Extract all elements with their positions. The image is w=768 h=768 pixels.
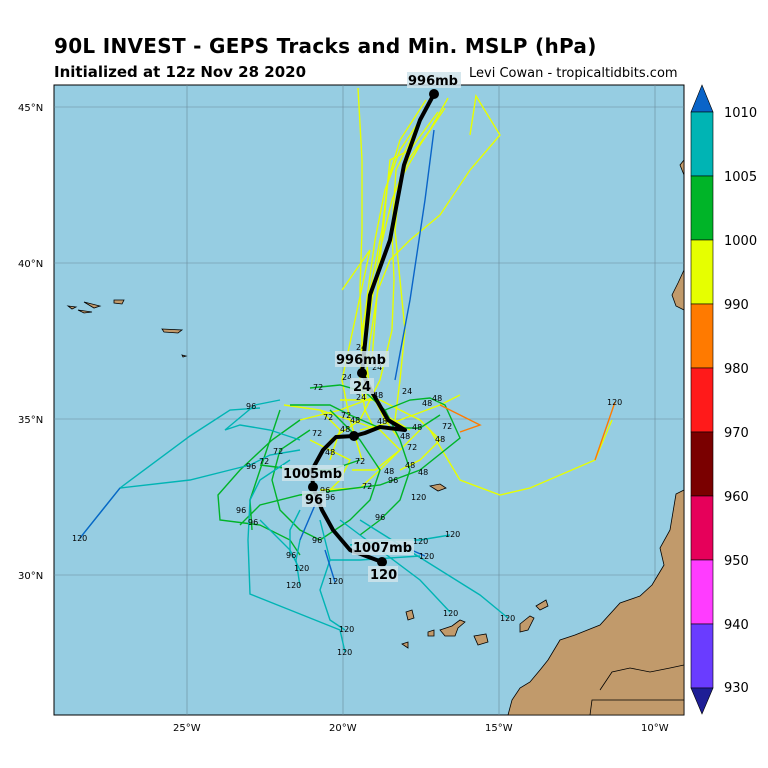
hour-label: 72 [407, 443, 417, 452]
colorbar-tick: 1005 [724, 170, 757, 185]
hour-label: 120 [339, 625, 354, 634]
hour-label: 48 [350, 416, 360, 425]
hour-label: 96 [246, 462, 256, 471]
hour-label: 72 [341, 411, 351, 420]
hour-label: 96 [312, 536, 322, 545]
pressure-label: 1005mb [283, 467, 342, 482]
hour-label: 48 [432, 394, 442, 403]
hour-label: 48 [418, 468, 428, 477]
colorbar-tick: 930 [724, 681, 749, 696]
colorbar-tick: 950 [724, 554, 749, 569]
pressure-label: 996mb [336, 353, 386, 368]
mean-track-labels: 996mb 996mb 24 1005mb 96 1007mb 120 [282, 72, 461, 583]
hour-label: 96 [246, 402, 256, 411]
hour-label: 48 [400, 432, 410, 441]
colorbar-tick: 980 [724, 362, 749, 377]
hour-label: 48 [422, 399, 432, 408]
lon-axis: 25°W 20°W 15°W 10°W [173, 723, 669, 734]
hour-label: 72 [355, 457, 365, 466]
hour-label: 96 [236, 506, 246, 515]
hour-label: 120 [370, 568, 397, 583]
chart-title: 90L INVEST - GEPS Tracks and Min. MSLP (… [54, 34, 597, 58]
lon-label: 15°W [485, 723, 513, 734]
hour-label: 96 [305, 493, 323, 508]
hour-label: 72 [362, 482, 372, 491]
init-time: Initialized at 12z Nov 28 2020 [54, 63, 307, 81]
colorbar [690, 84, 714, 715]
lat-axis: 45°N 40°N 35°N 30°N [18, 103, 43, 582]
colorbar-tick: 1000 [724, 234, 757, 249]
hour-label: 24 [402, 387, 412, 396]
hour-label: 120 [443, 609, 458, 618]
hour-label: 72 [442, 422, 452, 431]
hour-label: 120 [411, 493, 426, 502]
hour-label: 96 [320, 486, 330, 495]
hour-label: 72 [312, 429, 322, 438]
colorbar-tick: 1010 [724, 106, 757, 121]
hour-label: 72 [259, 457, 269, 466]
hour-label: 120 [337, 648, 352, 657]
pressure-label: 1007mb [353, 541, 412, 556]
hour-label: 120 [413, 537, 428, 546]
hour-label: 48 [373, 391, 383, 400]
hour-label: 24 [372, 363, 382, 372]
lat-label: 45°N [18, 103, 43, 114]
lat-label: 30°N [18, 571, 43, 582]
hour-label: 120 [500, 614, 515, 623]
border-line [599, 664, 685, 691]
colorbar-tick: 990 [724, 298, 749, 313]
lat-label: 40°N [18, 259, 43, 270]
colorbar-tick: 970 [724, 426, 749, 441]
hour-label: 48 [340, 425, 350, 434]
pressure-label: 996mb [408, 74, 458, 89]
land [66, 158, 685, 716]
hour-label: 120 [328, 577, 343, 586]
hour-label: 96 [375, 513, 385, 522]
hour-label: 120 [294, 564, 309, 573]
hour-label: 48 [384, 467, 394, 476]
hour-label: 48 [435, 435, 445, 444]
border-line [589, 699, 684, 716]
lon-label: 20°W [329, 723, 357, 734]
credit: Levi Cowan - tropicaltidbits.com [469, 66, 678, 81]
hour-label: 120 [419, 552, 434, 561]
colorbar-tick: 940 [724, 618, 749, 633]
hour-label: 120 [607, 398, 622, 407]
hour-label: 24 [353, 380, 371, 395]
colorbar-tick: 960 [724, 490, 749, 505]
hour-label: 120 [286, 581, 301, 590]
hour-label: 72 [273, 447, 283, 456]
colorbar-ticks: 1010 1005 1000 990 980 970 960 950 940 9… [724, 106, 757, 696]
hour-label: 24 [356, 343, 366, 352]
hour-label: 24 [356, 393, 366, 402]
hour-label: 96 [248, 518, 258, 527]
hour-label: 72 [323, 413, 333, 422]
hour-label: 96 [286, 551, 296, 560]
hour-label: 48 [325, 448, 335, 457]
hour-label: 120 [72, 534, 87, 543]
hour-label: 120 [445, 530, 460, 539]
member-hour-labels: 24 24 24 24 24 48 48 48 48 48 48 48 48 4… [72, 343, 622, 657]
mean-track-points [308, 89, 439, 567]
hour-label: 24 [342, 373, 352, 382]
lat-label: 35°N [18, 415, 43, 426]
hour-label: 96 [325, 493, 335, 502]
hour-label: 96 [388, 476, 398, 485]
hour-label: 48 [412, 423, 422, 432]
lon-label: 10°W [641, 723, 669, 734]
hour-label: 48 [377, 417, 387, 426]
lon-label: 25°W [173, 723, 201, 734]
hour-label: 72 [313, 383, 323, 392]
hour-label: 48 [405, 461, 415, 470]
